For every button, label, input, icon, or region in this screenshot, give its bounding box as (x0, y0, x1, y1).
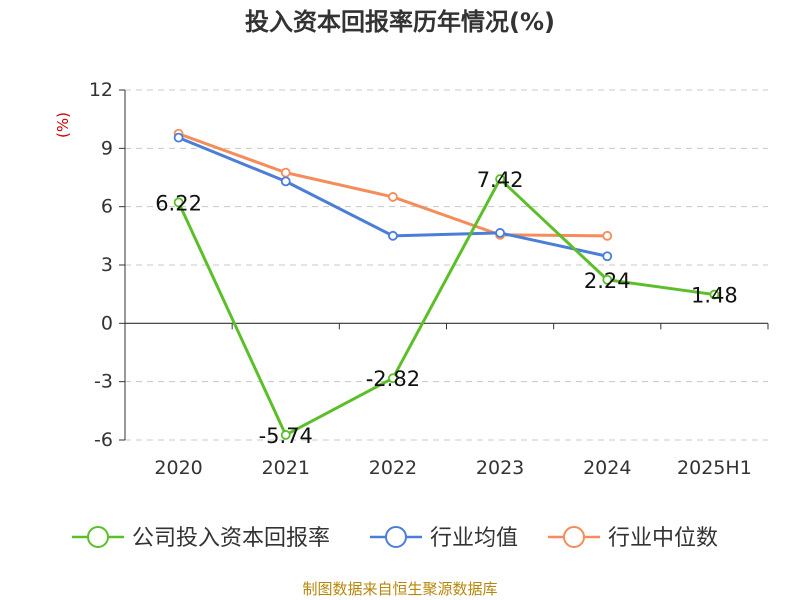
data-label: 6.22 (155, 191, 202, 215)
x-tick-label: 2025H1 (677, 457, 752, 479)
legend: 公司投入资本回报率 行业均值 行业中位数 (72, 526, 718, 551)
legend-label: 公司投入资本回报率 (132, 526, 330, 551)
data-labels: 6.22 -5.74 -2.82 7.42 2.24 1.48 (155, 168, 738, 448)
series-layer (173, 128, 720, 440)
y-tick-label: -6 (94, 429, 113, 451)
legend-marker (385, 526, 407, 548)
legend-label: 行业均值 (430, 526, 518, 551)
y-tick-label: 12 (89, 79, 113, 101)
series-line (177, 177, 715, 437)
y-tick-label: 6 (101, 196, 113, 218)
data-point (280, 176, 291, 187)
data-label: -2.82 (366, 367, 420, 391)
y-axis-label: (%) (54, 112, 72, 138)
y-tick-label: 0 (101, 312, 113, 334)
data-label: 2.24 (584, 269, 631, 293)
x-tick-label: 2022 (369, 457, 417, 479)
y-tick-label: 3 (101, 254, 113, 276)
legend-label: 行业中位数 (608, 526, 718, 551)
y-tick-labels: 12 9 6 3 0 -3 -6 (89, 79, 113, 451)
legend-item-0: 公司投入资本回报率 (72, 526, 330, 551)
data-point (709, 289, 720, 300)
data-point (388, 192, 398, 202)
data-point (280, 430, 291, 440)
y-tick-label: 9 (101, 137, 113, 159)
data-point (388, 373, 398, 384)
series-1 (173, 132, 613, 262)
data-point (173, 197, 184, 208)
data-point (602, 274, 613, 285)
x-tick-label: 2024 (583, 457, 631, 479)
x-tick-label: 2021 (262, 457, 310, 479)
data-label: -5.74 (259, 424, 313, 448)
axes (119, 89, 769, 441)
data-point (173, 132, 184, 143)
grid-lines (125, 89, 768, 441)
data-point (388, 230, 398, 241)
legend-item-1: 行业均值 (370, 526, 518, 551)
legend-item-2: 行业中位数 (548, 526, 718, 551)
series-0 (173, 174, 720, 440)
source-note: 制图数据来自恒生聚源数据库 (302, 580, 497, 598)
x-tick-label: 2020 (154, 457, 202, 479)
data-label: 7.42 (477, 168, 524, 192)
data-point (602, 230, 613, 241)
data-point (495, 228, 505, 238)
data-point (602, 251, 613, 262)
chart-title: 投入资本回报率历年情况(%) (245, 8, 555, 36)
legend-marker (87, 526, 109, 548)
y-tick-label: -3 (94, 371, 113, 393)
legend-marker (563, 526, 585, 548)
data-point (495, 174, 505, 184)
data-label: 1.48 (691, 284, 738, 308)
data-point (280, 167, 291, 178)
x-tick-label: 2023 (476, 457, 524, 479)
x-tick-labels: 2020 2021 2022 2023 2024 2025H1 (154, 457, 751, 479)
